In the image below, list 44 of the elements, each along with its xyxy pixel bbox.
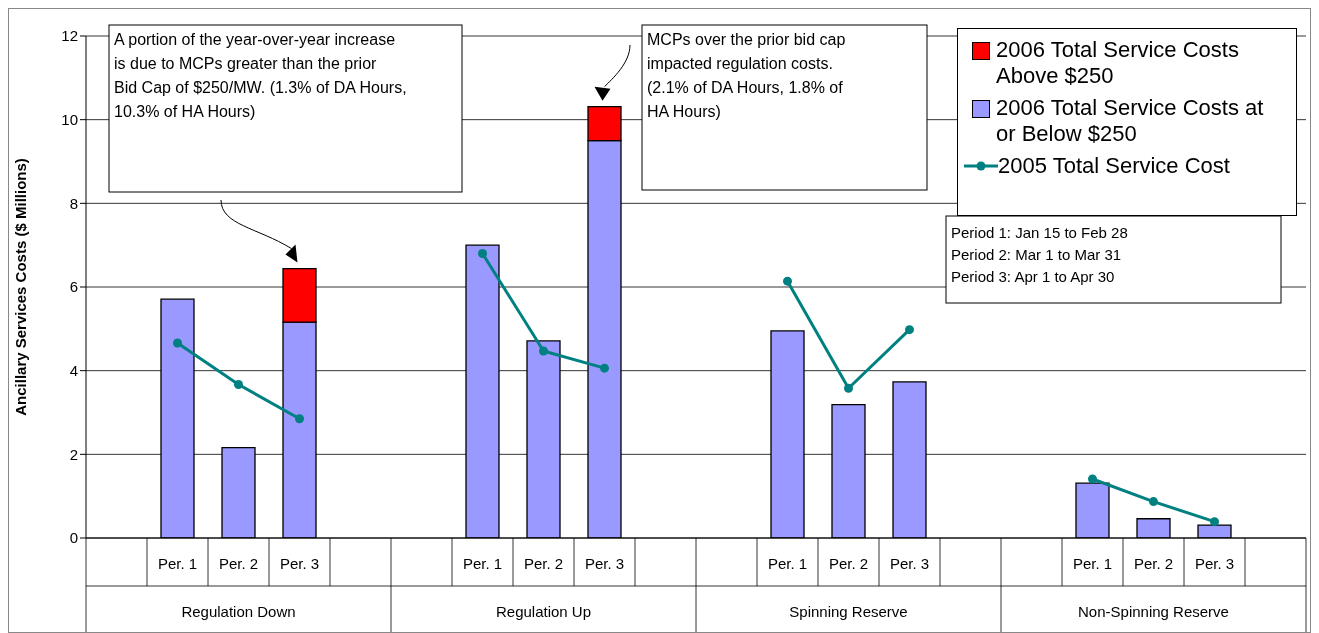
point — [173, 338, 182, 348]
y-tick-label: 10 — [61, 110, 78, 128]
point — [295, 414, 304, 424]
y-tick-label: 4 — [69, 361, 78, 379]
x-tick-label: Per. 1 — [1072, 554, 1113, 572]
x-tick-label: Per. 1 — [462, 554, 503, 572]
point — [600, 363, 609, 373]
point — [905, 325, 914, 335]
legend-label: 2005 Total Service Cost — [998, 153, 1231, 179]
y-tick-label: 8 — [69, 194, 78, 212]
point — [1149, 497, 1158, 507]
x-tick-label: Per. 1 — [157, 554, 198, 572]
x-tick-label: Per. 3 — [1194, 554, 1235, 572]
annotation: Period 3: Apr 1 to Apr 30 — [951, 268, 1115, 285]
annotation: Period 1: Jan 15 to Feb 28 — [951, 224, 1128, 241]
y-axis-title: Ancillary Services Costs ($ Millions) — [12, 158, 30, 416]
x-tick-label: Per. 3 — [279, 554, 320, 572]
legend-label: 2006 Total Service Costs at or Below $250 — [996, 95, 1265, 147]
point — [539, 346, 548, 356]
annotation: A portion of the year-over-year increase is due to MCPs greater than the prior Bid Cap of $250/MW. (1.3% of DA Hours, 10.3% of HA Hours) — [114, 31, 407, 120]
x-tick-label: Per. 2 — [1133, 554, 1174, 572]
x-tick-label: Per. 2 — [523, 554, 564, 572]
annotation: MCPs over the prior bid cap impacted regulation costs. (2.1% of DA Hours, 1.8% of HA Hours) — [647, 31, 846, 120]
annotation: Period 2: Mar 1 to Mar 31 — [951, 246, 1122, 263]
x-tick-label: Per. 2 — [218, 554, 259, 572]
y-tick-label: 6 — [69, 278, 78, 296]
point — [1210, 517, 1219, 527]
text: Regulation Up — [495, 603, 592, 620]
x-tick-label: Per. 3 — [584, 554, 625, 572]
point — [1088, 474, 1097, 484]
point — [478, 249, 487, 259]
y-tick-label: 0 — [69, 529, 78, 547]
y-tick-label: 12 — [61, 27, 78, 45]
point — [844, 383, 853, 393]
y-tick-label: 2 — [69, 445, 78, 463]
x-tick-label: Per. 3 — [889, 554, 930, 572]
text: Spinning Reserve — [789, 603, 908, 620]
text: Regulation Down — [181, 603, 296, 620]
x-tick-label: Per. 1 — [767, 554, 808, 572]
x-tick-label: Per. 2 — [828, 554, 869, 572]
legend-label: 2006 Total Service Costs Above $250 — [996, 37, 1240, 89]
point — [234, 379, 243, 389]
text: Non-Spinning Reserve — [1078, 603, 1229, 620]
point — [783, 276, 792, 286]
